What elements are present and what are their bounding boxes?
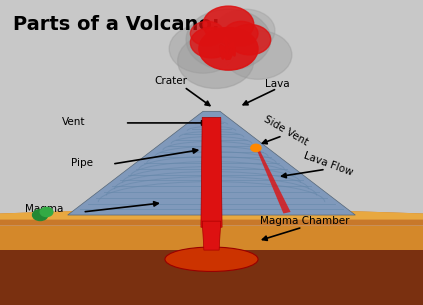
Text: Magma: Magma [25,204,63,214]
Circle shape [33,210,48,221]
Circle shape [186,9,271,70]
Circle shape [199,27,258,70]
Circle shape [190,21,224,46]
Circle shape [203,6,254,43]
Polygon shape [0,209,423,226]
Polygon shape [68,111,355,215]
Circle shape [224,30,292,79]
Circle shape [251,144,261,152]
Text: Crater: Crater [155,76,188,86]
Ellipse shape [165,247,258,271]
Circle shape [190,27,233,58]
Circle shape [40,207,53,217]
Text: Magma Chamber: Magma Chamber [260,216,349,226]
Circle shape [169,24,237,73]
Circle shape [224,21,258,46]
Circle shape [228,24,271,55]
Text: Parts of a Volcano:: Parts of a Volcano: [13,15,219,34]
Polygon shape [0,250,423,305]
Polygon shape [0,209,423,220]
Text: Lava Flow: Lava Flow [302,151,354,178]
Polygon shape [202,221,221,250]
Circle shape [216,9,275,52]
Text: Pipe: Pipe [71,158,93,168]
Circle shape [178,34,254,88]
Polygon shape [0,226,423,250]
Text: Lava: Lava [265,79,289,89]
Text: Side Vent: Side Vent [262,114,309,148]
Text: Vent: Vent [62,117,86,127]
Polygon shape [256,148,291,213]
Polygon shape [201,117,222,227]
